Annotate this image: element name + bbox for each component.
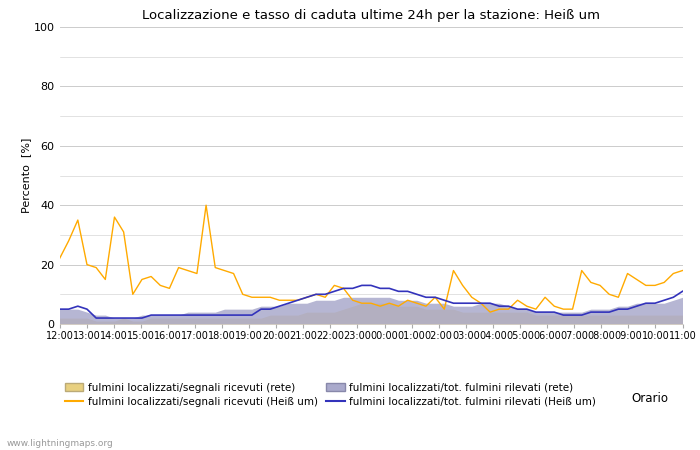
Y-axis label: Percento  [%]: Percento [%] [21,138,31,213]
Legend: fulmini localizzati/segnali ricevuti (rete), fulmini localizzati/segnali ricevut: fulmini localizzati/segnali ricevuti (re… [64,382,596,407]
Title: Localizzazione e tasso di caduta ultime 24h per la stazione: Heiß um: Localizzazione e tasso di caduta ultime … [142,9,600,22]
Text: Orario: Orario [631,392,668,405]
Text: www.lightningmaps.org: www.lightningmaps.org [7,439,113,448]
